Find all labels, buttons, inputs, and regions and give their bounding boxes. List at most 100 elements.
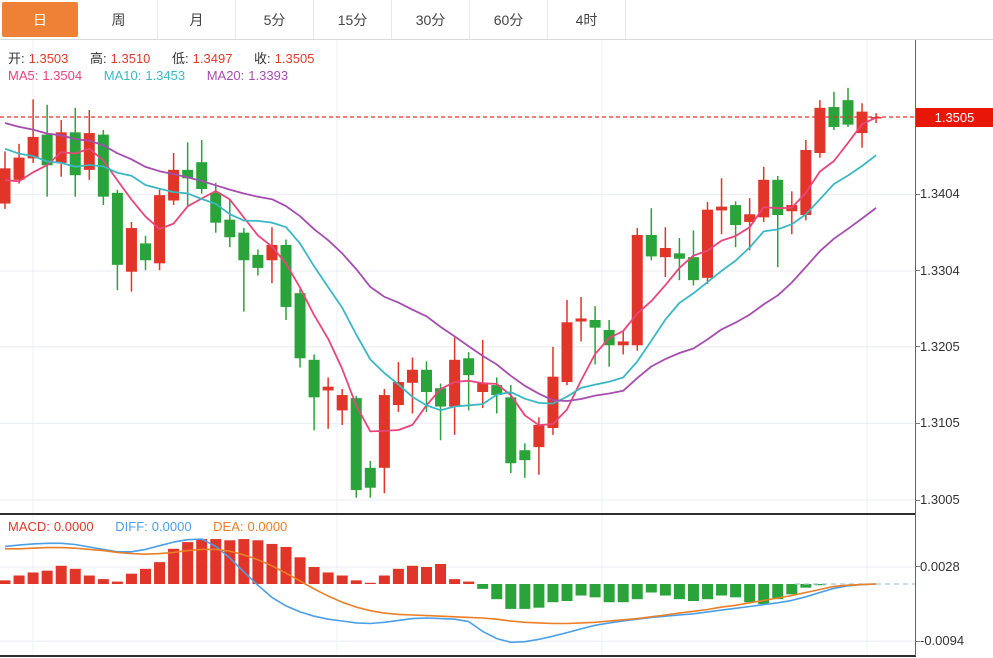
candle-wick (327, 377, 329, 429)
diff-label: DIFF: (115, 519, 148, 534)
tab-day[interactable]: 日 (2, 2, 78, 37)
candle-body (575, 318, 587, 322)
candle-body (168, 169, 180, 201)
axis-tick (915, 193, 920, 195)
candle-body (673, 253, 685, 259)
close-label: 收: (254, 51, 271, 66)
macd-hist-bar (406, 565, 418, 584)
macd-hist-bar (645, 584, 657, 593)
macd-label: MACD: (8, 519, 50, 534)
macd-hist-bar (463, 581, 475, 584)
macd-hist-bar (449, 579, 461, 584)
candle-body (13, 157, 25, 180)
candle-body (589, 319, 601, 328)
candle-body (224, 219, 236, 238)
tab-15min[interactable]: 15分 (314, 0, 392, 39)
macd-hist-bar (519, 584, 531, 609)
macd-hist-bar (730, 584, 742, 598)
macd-hist-bar (702, 584, 713, 600)
candle-wick (594, 306, 596, 365)
candle-wick (748, 198, 751, 251)
candle-body (730, 205, 742, 226)
macd-hist-bar (69, 568, 81, 584)
candle-body (140, 243, 151, 261)
macd-hist-bar (378, 575, 390, 584)
candle-wick (720, 178, 723, 235)
candle-body (196, 162, 208, 190)
macd-hist-bar (575, 584, 587, 596)
axis-label: 1.3105 (920, 415, 960, 431)
candle-body (350, 398, 362, 491)
macd-hist-bar (182, 542, 194, 584)
candle-body (814, 107, 826, 154)
candle-body (182, 169, 194, 179)
axis-tick (915, 566, 920, 568)
candle-body (533, 424, 545, 448)
high-label: 高: (90, 51, 107, 66)
candle-body (463, 358, 475, 376)
candle-body (758, 179, 770, 218)
axis-label: 0.0028 (920, 558, 960, 574)
open-label: 开: (8, 51, 25, 66)
candle-body (645, 234, 657, 257)
macd-hist-bar (140, 568, 151, 584)
tab-4hour[interactable]: 4时 (548, 0, 626, 39)
macd-hist-bar (547, 584, 559, 603)
candle-body (435, 388, 447, 407)
candle-body (519, 450, 531, 461)
candle-body (238, 232, 250, 261)
candle-wick (243, 228, 245, 312)
candle-body (856, 111, 868, 134)
macd-hist-bar (421, 566, 432, 584)
current-price-badge: 1.3505 (916, 107, 993, 127)
candle-body (744, 214, 756, 222)
panel-divider (0, 513, 916, 515)
candle-body (449, 359, 461, 407)
macd-hist-bar (350, 580, 362, 584)
macd-hist-bar (772, 584, 784, 600)
tab-30min[interactable]: 30分 (392, 0, 470, 39)
candle-body (111, 192, 123, 265)
tab-month[interactable]: 月 (158, 0, 236, 39)
low-label: 低: (172, 51, 189, 66)
tab-60min[interactable]: 60分 (470, 0, 548, 39)
macd-hist-bar (617, 584, 629, 603)
macd-hist-bar (41, 570, 53, 584)
candle-body (252, 254, 264, 268)
dea-value: 0.0000 (247, 519, 288, 534)
macd-hist-bar (168, 548, 180, 584)
ma5-label: MA5: (8, 68, 39, 83)
candle-body (210, 192, 222, 223)
candle-wick (524, 443, 526, 478)
macd-hist-bar (491, 584, 503, 600)
macd-hist-bar (252, 540, 264, 584)
ma10-line (4, 147, 877, 412)
candle-body (322, 386, 334, 391)
axis-tick (915, 270, 920, 272)
low-value: 1.3497 (192, 51, 233, 66)
macd-legend: MACD: 0.0000 DIFF: 0.0000 DEA: 0.0000 (8, 519, 291, 534)
macd-hist-bar (364, 582, 376, 584)
diff-line (4, 538, 877, 644)
axis-label: -0.0094 (920, 633, 965, 649)
tab-week[interactable]: 周 (80, 0, 158, 39)
bottom-border (0, 655, 916, 657)
axis-label: 1.3205 (920, 338, 960, 354)
candlestick-chart[interactable] (0, 40, 915, 513)
macd-hist-bar (266, 543, 278, 584)
macd-chart[interactable] (0, 515, 915, 656)
candle-body (266, 244, 278, 261)
ma20-label: MA20: (206, 68, 245, 83)
macd-hist-bar (533, 584, 545, 608)
ma5-value: 1.3504 (42, 68, 83, 83)
macd-hist-bar (758, 584, 770, 605)
ma10-label: MA10: (103, 68, 142, 83)
candle-body (842, 100, 854, 125)
candle-body (421, 369, 432, 392)
dea-line (5, 546, 877, 625)
macd-hist-bar (238, 539, 250, 584)
tab-5min[interactable]: 5分 (236, 0, 314, 39)
candle-body (687, 257, 699, 281)
candle-body (308, 359, 320, 398)
